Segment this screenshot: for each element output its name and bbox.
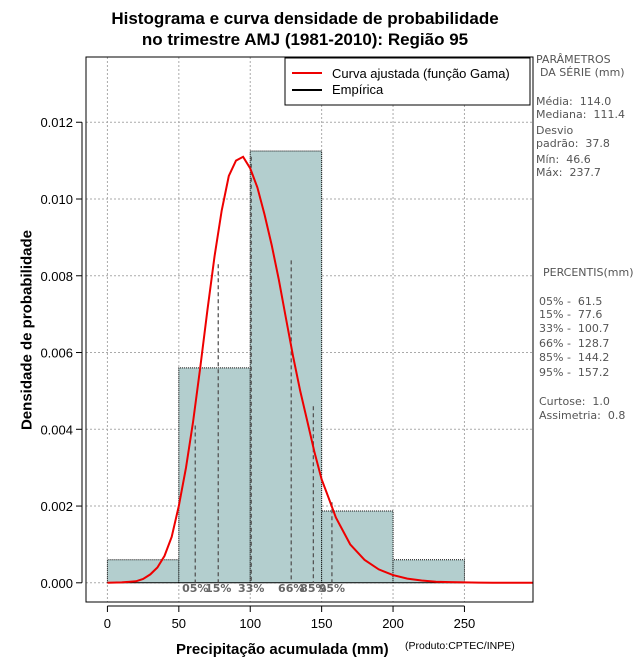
y-tick-label-3: 0.006 xyxy=(40,346,73,361)
product-credit: (Produto:CPTEC/INPE) xyxy=(405,640,515,652)
percentile-label-85: 85% xyxy=(300,582,326,595)
percentile-label-15: 15% xyxy=(205,582,231,595)
histogram-bar-1 xyxy=(178,367,251,583)
y-tick-label-2: 0.004 xyxy=(40,422,73,437)
kurtosis: Curtose: 1.0 xyxy=(539,395,610,408)
x-tick-label-0: 0 xyxy=(104,616,111,631)
fitted-gamma-curve xyxy=(107,155,533,584)
x-axis: 0 50 100 150 200 250 xyxy=(104,605,476,631)
param-min: Mín: 46.6 xyxy=(536,153,591,166)
legend-box xyxy=(284,57,531,106)
percentile-labels: 05%15% 33% 66%85%95% xyxy=(182,582,345,595)
y-axis: 0.000 0.002 0.004 0.006 0.008 0.010 0.012 xyxy=(40,115,83,591)
empirical-outline-1 xyxy=(178,367,251,583)
percentile-85: 85% - 144.2 xyxy=(539,351,610,364)
histogram-bar-4 xyxy=(393,559,465,583)
y-tick-label-0: 0.000 xyxy=(40,576,73,591)
percentile-66: 66% - 128.7 xyxy=(539,337,610,350)
y-tick-label-6: 0.012 xyxy=(40,115,73,130)
x-tick-label-1: 50 xyxy=(172,616,186,631)
y-tick-label-5: 0.010 xyxy=(40,192,73,207)
percentile-33: 33% - 100.7 xyxy=(539,322,610,335)
x-tick-label-4: 200 xyxy=(382,616,404,631)
legend-fitted-label: Curva ajustada (função Gama) xyxy=(332,66,510,81)
percentile-label-05: 05% xyxy=(182,582,208,595)
percentile-label-66: 66% xyxy=(278,582,304,595)
param-sd-label: Desvio xyxy=(536,124,574,137)
param-median: Mediana: 111.4 xyxy=(536,108,625,121)
histogram-bars xyxy=(106,150,465,584)
chart-title-line-2: no trimestre AMJ (1981-2010): Região 95 xyxy=(141,30,469,49)
x-tick-label-3: 150 xyxy=(311,616,333,631)
histogram-bar-0 xyxy=(107,559,179,583)
empirical-outline-0 xyxy=(106,559,180,583)
y-tick-label-1: 0.002 xyxy=(40,499,73,514)
percentile-15: 15% - 77.6 xyxy=(539,308,603,321)
param-mean: Média: 114.0 xyxy=(536,95,612,108)
parameters-heading-2: DA SÉRIE (mm) xyxy=(540,66,625,79)
percentiles-heading: PERCENTIS(mm) xyxy=(543,266,634,279)
x-tick-label-2: 100 xyxy=(239,616,261,631)
y-tick-label-4: 0.008 xyxy=(40,269,73,284)
x-tick-label-5: 250 xyxy=(454,616,476,631)
chart-title-line-1: Histograma e curva densidade de probabil… xyxy=(111,9,499,28)
x-axis-title: Precipitação acumulada (mm) xyxy=(176,641,389,658)
param-max: Máx: 237.7 xyxy=(536,166,601,179)
percentile-05: 05% - 61.5 xyxy=(539,295,603,308)
param-sd-value: padrão: 37.8 xyxy=(536,137,610,150)
skewness: Assimetria: 0.8 xyxy=(539,409,626,422)
empirical-outline-4 xyxy=(392,559,465,583)
plot-frame xyxy=(85,56,534,603)
legend: Curva ajustada (função Gama) Empírica xyxy=(284,57,531,106)
percentile-95: 95% - 157.2 xyxy=(539,366,610,379)
y-axis-title: Densidade de probabilidade xyxy=(18,229,36,431)
percentile-markers xyxy=(194,156,333,583)
percentile-label-33: 33% xyxy=(238,582,264,595)
percentile-label-95: 95% xyxy=(319,582,345,595)
parameters-heading-1: PARÂMETROS xyxy=(536,53,611,66)
histogram-bar-2 xyxy=(250,151,322,583)
legend-empirical-label: Empírica xyxy=(332,82,384,97)
